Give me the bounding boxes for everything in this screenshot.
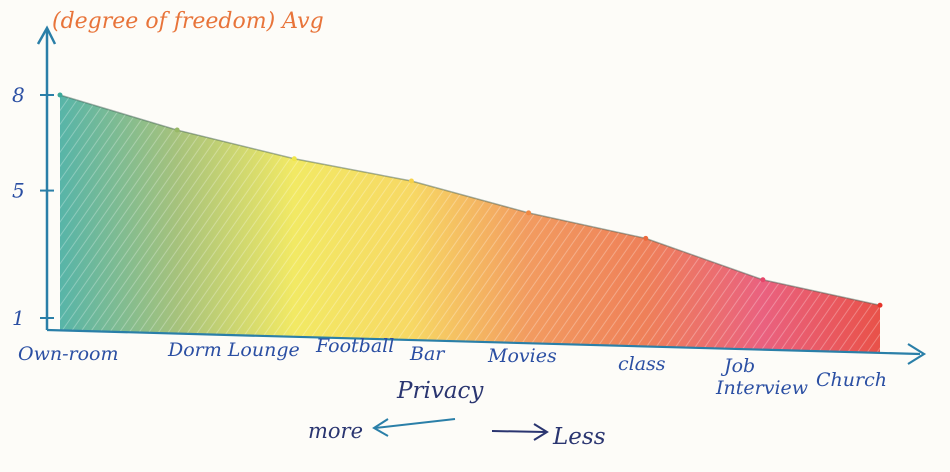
- data-point: [408, 178, 414, 184]
- chart-title: (degree of freedom) Avg: [52, 9, 324, 34]
- y-tick-label: 5: [12, 179, 25, 203]
- x-axis-line: [46, 328, 921, 356]
- right-arrow-icon: [533, 423, 549, 441]
- left-arrow-icon: [372, 418, 389, 437]
- data-point: [57, 92, 63, 98]
- less-label: Less: [552, 424, 606, 450]
- x-tick-layer: Own-room Dorm Lounge Football Bar Movies clas…: [18, 335, 887, 399]
- y-tick-layer: 8 5 1: [12, 83, 54, 330]
- right-arrow-line: [491, 430, 546, 433]
- x-tick-label: Job Interview: [715, 355, 808, 399]
- area-outline: [59, 94, 881, 306]
- y-axis-arrow-icon: [36, 25, 57, 45]
- x-tick-label: Dorm Lounge: [167, 339, 300, 361]
- data-point: [526, 210, 532, 216]
- y-tick-label: 1: [12, 306, 25, 330]
- x-axis-label: Privacy: [396, 378, 484, 404]
- x-tick-label: Movies: [487, 345, 557, 367]
- crayon-texture: [60, 95, 880, 353]
- data-point: [291, 156, 297, 162]
- more-label: more: [308, 419, 363, 443]
- data-point: [174, 127, 180, 133]
- x-tick-label: Football: [315, 335, 394, 357]
- area-layer: [57, 92, 883, 353]
- x-tick-label: Church: [816, 369, 887, 391]
- data-point: [877, 302, 883, 308]
- data-point: [643, 235, 649, 241]
- x-tick-label: Own-room: [18, 343, 118, 365]
- y-tick-label: 8: [12, 83, 25, 107]
- left-arrow-line: [374, 418, 456, 429]
- x-tick-label: class: [618, 353, 666, 375]
- x-tick-label: Bar: [409, 343, 446, 365]
- data-point: [760, 277, 766, 283]
- x-axis-arrow-icon: [907, 343, 927, 365]
